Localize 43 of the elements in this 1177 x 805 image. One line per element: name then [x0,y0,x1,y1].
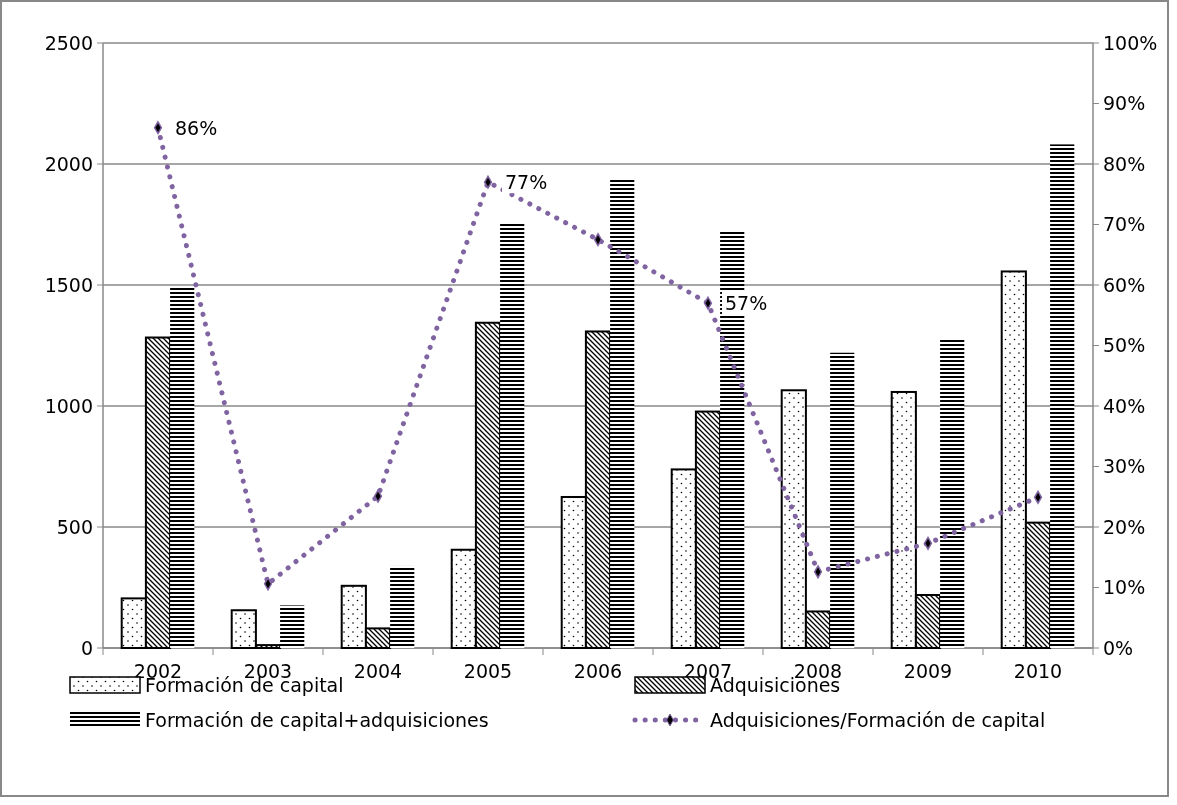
y2-tick-label: 60% [1103,273,1146,296]
y-tick-label: 1500 [44,273,93,296]
y-tick-label: 0 [80,636,93,659]
y-tick-label: 500 [56,515,93,538]
bar [280,605,305,648]
data-label: 86% [175,116,218,139]
bar [610,178,635,648]
legend-label: Adquisiciones/Formación de capital [710,709,1046,731]
data-label: 57% [725,292,768,315]
y2-tick-label: 100% [1103,31,1158,54]
point [153,121,163,135]
point [923,536,933,550]
point [813,565,823,579]
y-tick-label: 2000 [44,152,93,175]
x-tick-label: 2004 [353,660,403,682]
y2-tick-label: 30% [1103,455,1146,478]
y2-tick-label: 70% [1103,213,1146,236]
x-tick-label: 2005 [463,660,513,682]
y-tick-label: 1000 [44,394,93,417]
bar [500,223,525,648]
legend-label: Formación de capital+adquisiciones [145,709,489,731]
y2-tick-label: 50% [1103,334,1146,357]
y2-tick-label: 90% [1103,92,1146,115]
point [1033,490,1043,504]
bar [390,565,415,648]
point [373,489,383,503]
x-tick-label: 2006 [573,660,623,682]
y2-tick-label: 10% [1103,576,1146,599]
y2-tick-label: 20% [1103,515,1146,538]
x-tick-label: 2010 [1013,660,1063,682]
x-tick-label: 2009 [903,660,953,682]
y2-tick-label: 40% [1103,394,1146,417]
data-label: 77% [505,171,548,194]
bar [170,286,195,648]
point [703,296,713,310]
bar [1050,144,1075,648]
bar [830,352,855,648]
point [263,577,273,591]
y2-tick-label: 0% [1103,636,1134,659]
bar [940,339,965,648]
y2-tick-label: 80% [1103,152,1146,175]
y-tick-label: 2500 [44,31,93,54]
point [483,175,493,189]
